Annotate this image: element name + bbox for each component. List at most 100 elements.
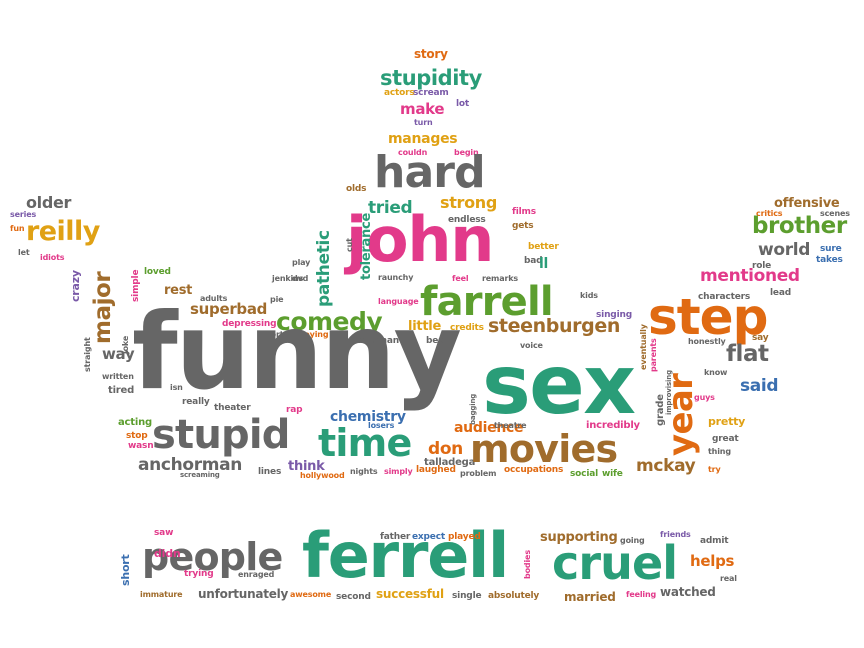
cloud-word: step <box>648 288 768 346</box>
cloud-word: parents <box>649 338 658 372</box>
cloud-word: cruel <box>552 536 678 590</box>
cloud-word: know <box>704 368 728 377</box>
cloud-word: ferrell <box>302 519 509 592</box>
cloud-word: tolerance <box>359 212 374 280</box>
cloud-word: lines <box>258 467 282 477</box>
cloud-word: going <box>620 536 645 545</box>
cloud-word: nights <box>350 467 378 476</box>
cloud-word: actors <box>384 88 415 98</box>
cloud-word: manages <box>388 131 458 147</box>
cloud-word: stupid <box>152 412 290 458</box>
cloud-word: reilly <box>26 216 100 247</box>
cloud-word: dvd <box>292 274 309 283</box>
cloud-word: chemistry <box>330 409 406 425</box>
cloud-word: language <box>378 297 419 306</box>
cloud-word: brennan <box>358 336 400 346</box>
cloud-word: feel <box>452 274 469 283</box>
cloud-word: rap <box>286 405 303 415</box>
cloud-word: helps <box>690 552 735 570</box>
cloud-word: lead <box>770 288 791 298</box>
cloud-word: offensive <box>774 196 840 211</box>
cloud-word: immature <box>140 590 183 599</box>
cloud-word: hard <box>374 147 486 198</box>
cloud-word: flat <box>726 341 769 367</box>
cloud-word: said <box>740 376 779 396</box>
cloud-word: people <box>142 535 283 579</box>
cloud-word: endless <box>448 215 486 225</box>
cloud-word: world <box>758 240 811 260</box>
cloud-word: honestly <box>688 337 726 346</box>
cloud-word: cut <box>345 238 354 252</box>
cloud-word: theater <box>214 403 251 413</box>
cloud-word: tired <box>108 385 135 396</box>
cloud-word: mckay <box>636 456 696 476</box>
cloud-word: screaming <box>180 471 220 479</box>
cloud-word: credits <box>450 323 484 333</box>
cloud-word: fun <box>10 224 25 233</box>
cloud-word: john <box>346 203 494 276</box>
cloud-word: pretty <box>708 415 746 428</box>
cloud-word: really <box>182 397 210 407</box>
cloud-word: enraged <box>238 570 275 579</box>
cloud-word: jenkins <box>272 274 304 283</box>
cloud-word: eventually <box>639 324 648 370</box>
cloud-word: critics <box>756 209 783 218</box>
cloud-word: ll <box>539 256 549 272</box>
cloud-word: try <box>708 465 721 474</box>
cloud-word: crazy <box>69 270 82 302</box>
cloud-word: anchorman <box>138 455 243 475</box>
cloud-word: real <box>720 574 737 583</box>
cloud-word: superbad <box>190 300 268 318</box>
cloud-word: didn <box>154 547 181 560</box>
cloud-word: friends <box>660 530 691 539</box>
cloud-word: adults <box>200 294 228 303</box>
cloud-word: absolutely <box>488 591 540 601</box>
cloud-word: play <box>292 258 311 267</box>
cloud-word: remarks <box>482 274 519 283</box>
cloud-word: saw <box>154 528 174 538</box>
cloud-word: supporting <box>540 530 618 545</box>
cloud-word: wife <box>602 469 623 479</box>
cloud-word: pie <box>270 295 284 304</box>
cloud-word: lot <box>456 99 470 109</box>
cloud-word: talladega <box>424 457 476 468</box>
cloud-word: think <box>288 459 325 474</box>
cloud-word: takes <box>816 255 843 265</box>
cloud-word: kids <box>580 291 598 300</box>
cloud-word: isn <box>170 383 183 392</box>
cloud-word: olds <box>346 184 367 194</box>
cloud-word: scenes <box>820 209 850 218</box>
cloud-word: couldn <box>398 148 428 157</box>
cloud-word: improvising <box>665 370 673 415</box>
cloud-word: begin <box>454 148 479 157</box>
cloud-word: guys <box>694 393 715 402</box>
cloud-word: movies <box>470 427 618 471</box>
cloud-word: mentioned <box>700 266 800 286</box>
cloud-word: comedy <box>276 307 383 336</box>
cloud-word: short <box>119 554 132 586</box>
cloud-word: single <box>452 591 482 601</box>
cloud-word: best <box>426 336 448 346</box>
cloud-word: farrell <box>420 279 554 325</box>
cloud-word: losers <box>368 421 395 430</box>
cloud-word: thing <box>708 447 731 456</box>
cloud-word: loved <box>144 267 171 277</box>
cloud-word: steenburgen <box>488 315 621 337</box>
cloud-word: stupidity <box>380 66 482 90</box>
cloud-word: series <box>10 210 37 219</box>
cloud-word: played <box>448 532 481 542</box>
cloud-word: annoying <box>288 330 329 339</box>
cloud-word: don <box>428 439 463 459</box>
cloud-word: role <box>752 261 772 271</box>
cloud-word: let <box>18 248 30 257</box>
cloud-word: written <box>102 372 134 381</box>
cloud-word: hollywood <box>300 471 345 480</box>
cloud-word: idiots <box>40 253 65 262</box>
cloud-word: say <box>752 333 769 343</box>
cloud-word: simply <box>384 467 413 476</box>
cloud-word: acting <box>118 417 152 428</box>
cloud-word: gets <box>512 221 534 231</box>
cloud-word: singing <box>596 310 632 320</box>
cloud-word: unfortunately <box>198 587 289 601</box>
